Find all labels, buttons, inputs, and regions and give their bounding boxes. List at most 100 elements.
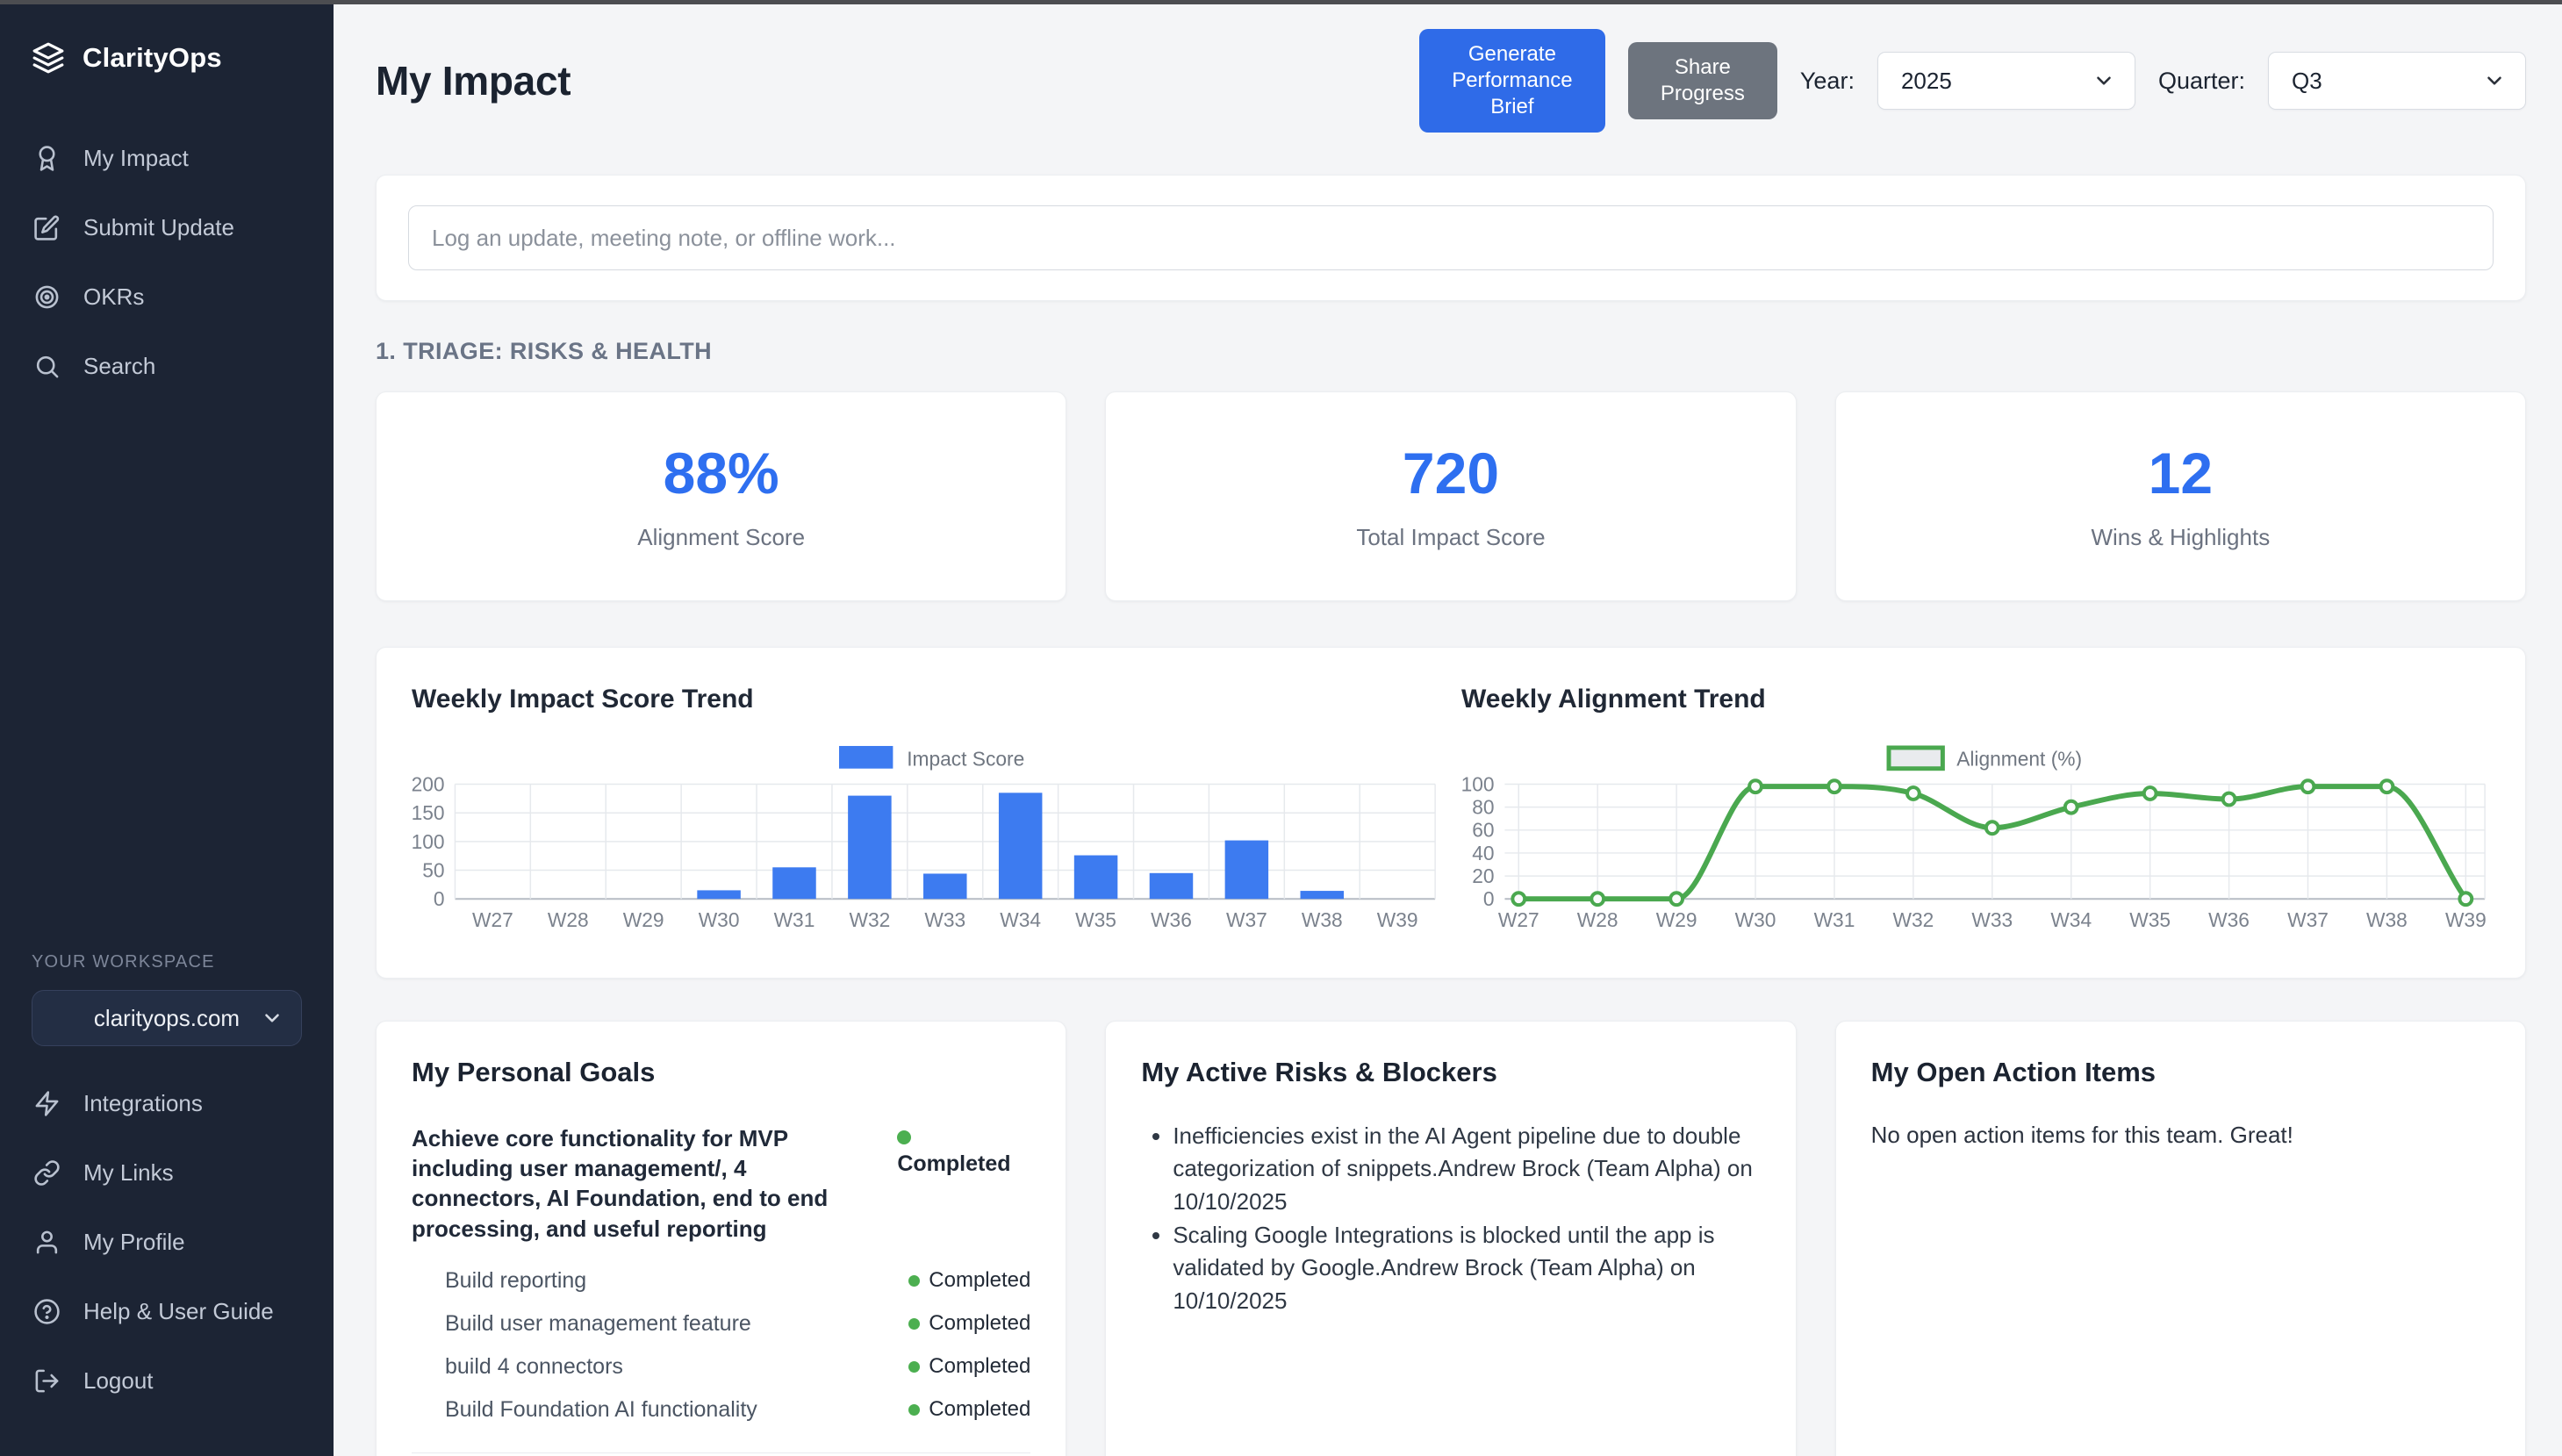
bar-W35 (1073, 855, 1118, 900)
sidebar-item-help-user-guide[interactable]: Help & User Guide (0, 1277, 334, 1346)
action-items-card: My Open Action Items No open action item… (1834, 1020, 2526, 1456)
x-tick-label: W35 (2129, 908, 2171, 931)
bottom-panels: My Personal Goals Achieve core functiona… (376, 1020, 2526, 1456)
stat-card-total-impact-score: 720 Total Impact Score (1105, 391, 1797, 601)
edit-icon (33, 214, 61, 241)
goal-subitem: Build reporting Completed (445, 1259, 1030, 1302)
sidebar: ClarityOps My Impact Submit Update OKRs Sea… (0, 4, 334, 1456)
point-W33 (1984, 820, 2000, 836)
x-tick-label: W33 (1971, 908, 2013, 931)
link-icon (33, 1159, 61, 1187)
point-W31 (1826, 778, 1842, 795)
page-header: My Impact Generate Performance Brief Sha… (376, 29, 2526, 133)
x-tick-label: W39 (1377, 908, 1418, 931)
y-tick-label: 0 (1483, 887, 1495, 910)
sidebar-item-label: Submit Update (83, 214, 234, 240)
sidebar-item-my-impact[interactable]: My Impact (0, 124, 334, 193)
y-tick-label: 200 (412, 772, 445, 795)
zap-icon (33, 1090, 61, 1117)
subitem-text: build 4 connectors (445, 1353, 623, 1379)
quarter-select[interactable]: Q3 (2268, 52, 2526, 110)
x-tick-label: W32 (849, 908, 890, 931)
sidebar-item-submit-update[interactable]: Submit Update (0, 193, 334, 262)
x-tick-label: W29 (623, 908, 664, 931)
goals-list: Achieve core functionality for MVP inclu… (412, 1101, 1031, 1456)
sidebar-item-search[interactable]: Search (0, 332, 334, 401)
status-dot (908, 1403, 921, 1416)
workspace-select[interactable]: clarityops.com (32, 990, 302, 1046)
subitem-status: Completed (908, 1354, 1030, 1379)
stats-row: 88% Alignment Score 720 Total Impact Score 1… (376, 391, 2526, 601)
alignment-chart-title: Weekly Alignment Trend (1461, 685, 1766, 714)
x-tick-label: W35 (1075, 908, 1116, 931)
sidebar-item-my-links[interactable]: My Links (0, 1138, 334, 1208)
x-tick-label: W29 (1656, 908, 1697, 931)
help-icon (33, 1298, 61, 1325)
status-label: Completed (929, 1354, 1031, 1379)
status-dot (897, 1130, 912, 1145)
sidebar-item-okrs[interactable]: OKRs (0, 262, 334, 332)
sidebar-secondary-nav: Integrations My Links My Profile Help & Use… (0, 1069, 334, 1416)
point-W37 (2300, 778, 2316, 795)
sidebar-item-label: My Profile (83, 1229, 185, 1255)
main-content: My Impact Generate Performance Brief Sha… (334, 4, 2562, 1456)
x-tick-label: W34 (2050, 908, 2092, 931)
goal-item: Achieve core functionality for MVP inclu… (412, 1101, 1030, 1452)
x-tick-label: W37 (1226, 908, 1267, 931)
y-tick-label: 40 (1472, 842, 1494, 864)
chart-legend: Impact Score (839, 745, 1024, 771)
point-W35 (2142, 785, 2158, 801)
x-tick-label: W30 (1735, 908, 1776, 931)
generate-performance-brief-button[interactable]: Generate Performance Brief (1418, 29, 1605, 133)
subitem-text: Build Foundation AI functionality (445, 1396, 757, 1422)
share-progress-button[interactable]: Share Progress (1627, 42, 1777, 119)
risks-card: My Active Risks & Blockers Inefficiencie… (1105, 1020, 1797, 1456)
impact-chart-title: Weekly Impact Score Trend (412, 685, 754, 714)
logout-icon (33, 1367, 61, 1395)
charts-card: Weekly Impact Score Trend Impact Score 0 5… (376, 647, 2526, 979)
y-tick-label: 150 (412, 801, 445, 824)
status-label: Completed (929, 1268, 1031, 1293)
x-tick-label: W38 (2366, 908, 2408, 931)
sidebar-item-label: My Impact (83, 145, 189, 171)
y-tick-label: 100 (1461, 772, 1495, 795)
goal-subitem: Build user management feature Completed (445, 1302, 1030, 1345)
x-tick-label: W36 (2208, 908, 2250, 931)
year-select[interactable]: 2025 (1877, 52, 2135, 110)
stat-value: 12 (2148, 441, 2214, 506)
x-tick-label: W31 (1814, 908, 1855, 931)
subitem-status: Completed (908, 1311, 1030, 1336)
point-W27 (1511, 891, 1527, 907)
impact-chart: Impact Score 0 50 100 150 200 W27 W28 W29 W30 W31 W… (405, 744, 1447, 946)
personal-goals-title: My Personal Goals (412, 1056, 656, 1087)
log-update-input[interactable] (408, 205, 2494, 270)
point-W36 (2221, 791, 2237, 807)
x-tick-label: W31 (774, 908, 815, 931)
y-tick-label: 80 (1472, 796, 1494, 819)
app-root: ClarityOps My Impact Submit Update OKRs Sea… (0, 4, 2562, 1456)
sidebar-item-label: OKRs (83, 283, 145, 310)
sidebar-item-integrations[interactable]: Integrations (0, 1069, 334, 1138)
award-icon (33, 145, 61, 172)
page-title: My Impact (376, 58, 571, 104)
legend-label: Impact Score (907, 748, 1024, 771)
sidebar-item-my-profile[interactable]: My Profile (0, 1208, 334, 1277)
personal-goals-card: My Personal Goals Achieve core functiona… (376, 1020, 1067, 1456)
sidebar-primary-nav: My Impact Submit Update OKRs Search (0, 124, 334, 401)
bar-W34 (998, 793, 1043, 900)
x-tick-label: W32 (1892, 908, 1934, 931)
app-title: ClarityOps (83, 42, 222, 73)
sidebar-item-logout[interactable]: Logout (0, 1346, 334, 1416)
impact-chart-panel: Weekly Impact Score Trend Impact Score 0 5… (401, 685, 1451, 946)
y-tick-label: 50 (422, 858, 444, 881)
header-controls: Generate Performance Brief Share Progres… (1418, 29, 2526, 133)
stat-value: 720 (1402, 441, 1500, 506)
legend-label: Alignment (%) (1956, 748, 2082, 771)
point-W29 (1669, 891, 1685, 907)
x-tick-label: W34 (1000, 908, 1041, 931)
subitem-text: Build user management feature (445, 1310, 751, 1336)
status-dot (908, 1274, 921, 1287)
bar-W36 (1149, 872, 1194, 900)
goal-status: Completed (897, 1123, 1030, 1244)
